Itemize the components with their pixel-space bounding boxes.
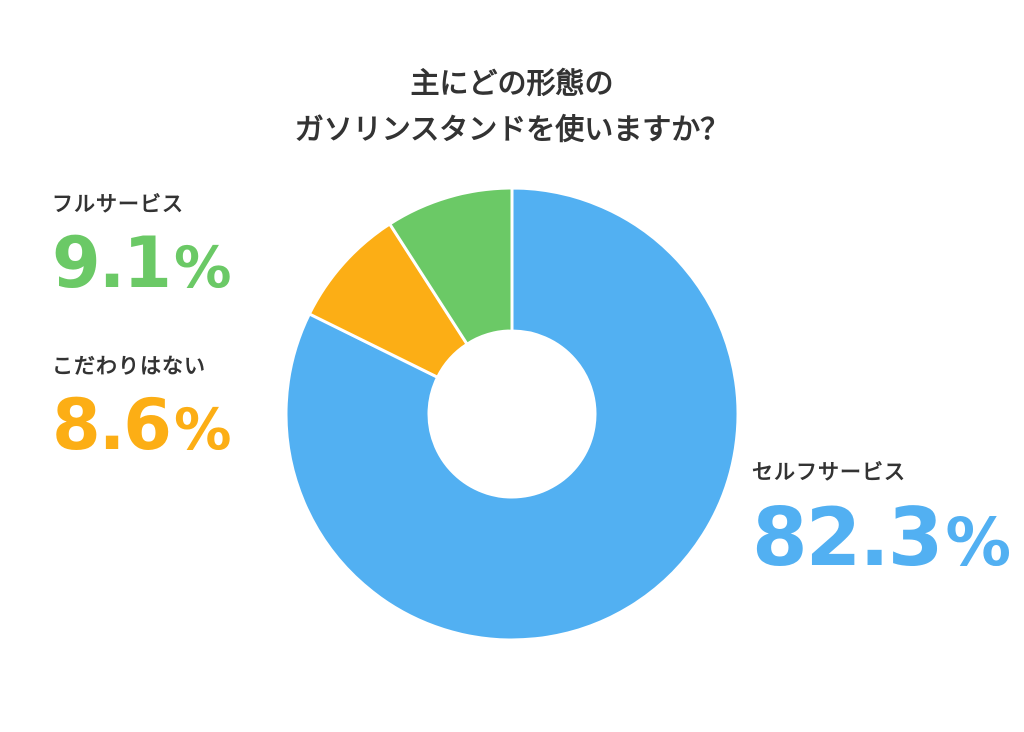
label-full-service-value: 9.1% [52, 218, 232, 313]
label-no-preference-name: こだわりはない [52, 354, 206, 378]
chart-title-line-2: ガソリンスタンドを使いますか？ [294, 112, 730, 146]
full-service-value-number: 9.1 [52, 222, 172, 304]
label-full-service: フルサービス 9.1% [52, 190, 232, 313]
donut-slice-0 [284, 186, 740, 642]
label-self-service-name: セルフサービス [752, 460, 906, 484]
full-service-value-unit: % [174, 234, 231, 301]
self-service-value-unit: % [945, 505, 1011, 581]
label-self-service: セルフサービス 82.3% [752, 458, 1011, 595]
label-self-service-value: 82.3% [752, 486, 1011, 595]
chart-title-line-1: 主にどの形態の [410, 66, 614, 100]
no-preference-value-number: 8.6 [52, 384, 172, 466]
self-service-value-number: 82.3 [752, 491, 943, 584]
donut-slice-2 [388, 186, 514, 346]
no-preference-value-unit: % [174, 396, 231, 463]
label-no-preference-value: 8.6% [52, 380, 232, 475]
label-full-service-name: フルサービス [52, 192, 184, 216]
label-no-preference: こだわりはない 8.6% [52, 352, 232, 475]
chart-title: 主にどの形態の ガソリンスタンドを使いますか？ [0, 60, 1024, 152]
donut-chart [284, 186, 740, 642]
